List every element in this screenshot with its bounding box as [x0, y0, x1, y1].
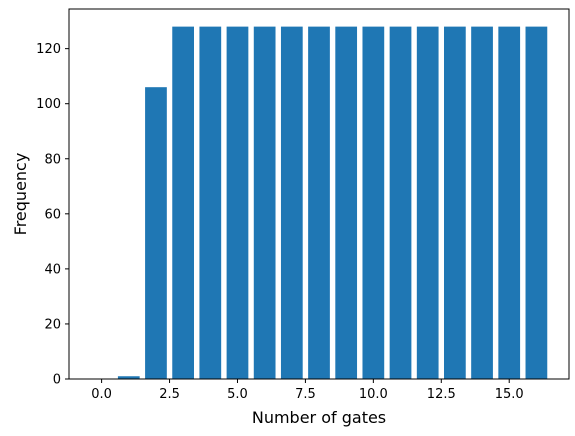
y-tick-label: 120 — [36, 42, 61, 57]
bar — [172, 26, 194, 379]
bar — [416, 26, 439, 379]
bar — [117, 376, 140, 379]
x-tick-label: 0.0 — [91, 387, 112, 402]
y-tick-label: 100 — [36, 97, 61, 112]
x-tick-label: 15.0 — [495, 387, 524, 402]
x-tick-label: 7.5 — [295, 387, 316, 402]
bar — [471, 26, 493, 379]
bar — [498, 26, 521, 379]
y-tick-label: 60 — [44, 207, 61, 222]
plot-frame — [68, 8, 570, 380]
x-tick-label: 2.5 — [159, 387, 180, 402]
y-tick-label: 40 — [44, 262, 61, 277]
bar — [389, 26, 412, 379]
bar — [444, 26, 466, 379]
bar — [335, 26, 358, 379]
x-axis-label: Number of gates — [252, 408, 386, 427]
x-axis-ticks: 0.0 2.5 5.0 7.5 10.0 12.5 15.0 — [91, 379, 524, 402]
x-tick-label: 5.0 — [227, 387, 248, 402]
bar — [145, 87, 167, 380]
y-axis-label: Frequency — [11, 153, 30, 236]
y-tick-label: 80 — [44, 152, 61, 167]
bar — [199, 26, 222, 379]
x-tick-label: 10.0 — [359, 387, 388, 402]
bar — [525, 26, 548, 379]
bar — [362, 26, 385, 379]
y-tick-label: 20 — [44, 317, 61, 332]
bar — [308, 26, 330, 379]
bars-group — [117, 26, 548, 380]
bar — [226, 26, 249, 379]
y-axis-ticks: 0 20 40 60 80 100 120 — [36, 42, 69, 388]
bar — [280, 26, 303, 379]
bar — [253, 26, 276, 379]
y-tick-label: 0 — [53, 373, 61, 388]
x-tick-label: 12.5 — [427, 387, 456, 402]
